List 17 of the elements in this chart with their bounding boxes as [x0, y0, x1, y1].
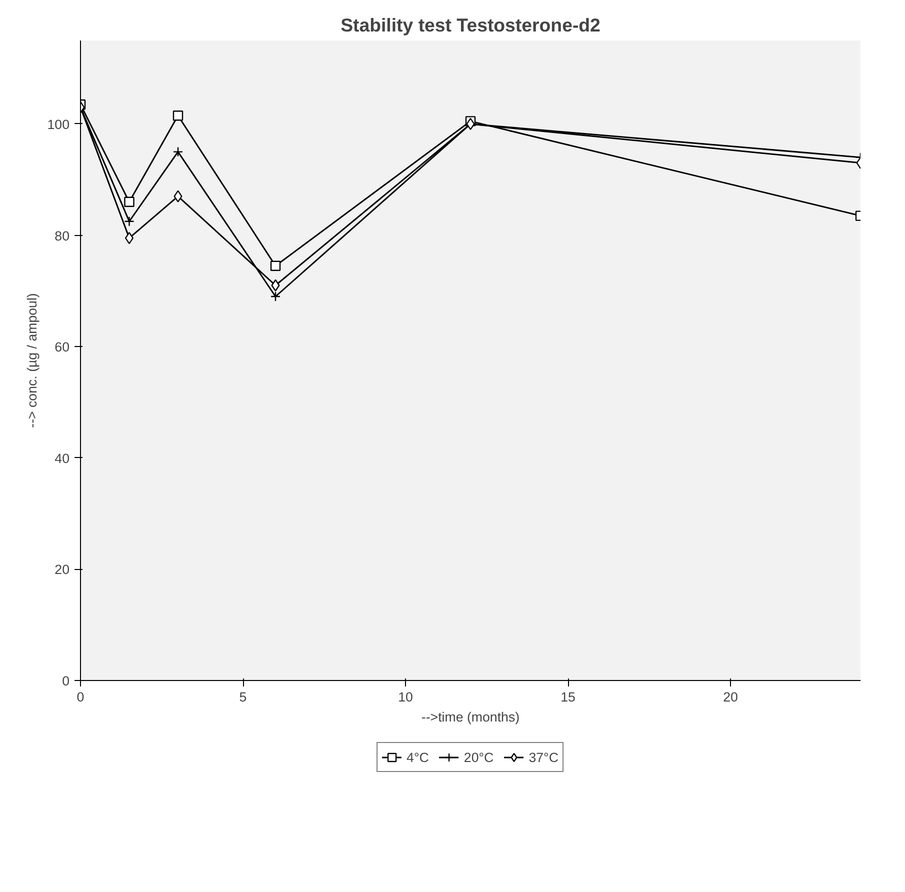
- x-axis-title: -->time (months): [421, 710, 520, 724]
- x-tick-label: 15: [560, 690, 576, 704]
- chart-title: Stability test Testosterone-d2: [340, 14, 600, 36]
- y-tick-label: 80: [54, 228, 70, 244]
- legend-label: 4°C: [406, 750, 429, 764]
- y-tick-label: 60: [54, 340, 70, 355]
- x-tick-label: 20: [723, 690, 738, 704]
- legend-label: 20°C: [464, 750, 494, 764]
- x-tick-label: 0: [76, 690, 84, 704]
- y-axis-title: --> conc. (µg / ampoul): [24, 293, 40, 428]
- y-tick-label: 40: [54, 450, 70, 466]
- y-tick-label: 0: [62, 674, 70, 688]
- x-tick-label: 5: [239, 690, 247, 704]
- y-tick-label: 20: [54, 562, 70, 578]
- legend-label: 37°C: [528, 750, 558, 764]
- x-tick-label: 10: [398, 690, 413, 704]
- y-tick-label: 100: [47, 116, 70, 132]
